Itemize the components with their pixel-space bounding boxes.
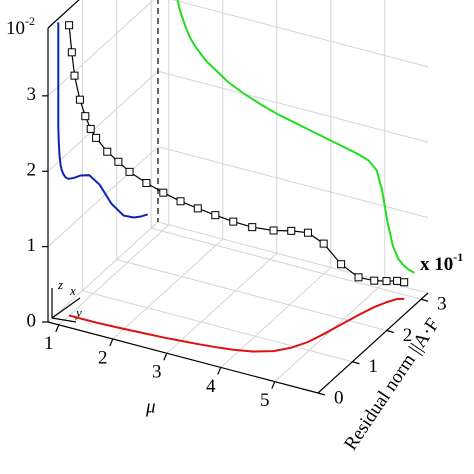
y-tick xyxy=(352,361,360,365)
x-tick xyxy=(271,381,276,389)
marker xyxy=(103,147,112,156)
x-axis-title: μ xyxy=(145,396,156,417)
y-tick-label: 1 xyxy=(368,356,378,377)
marker xyxy=(400,278,409,287)
y-tick xyxy=(386,329,394,334)
y-tick xyxy=(317,392,326,396)
x-tick xyxy=(55,324,60,333)
z-tick-label: 1 xyxy=(27,235,37,256)
y-axis-title: Residual norm ||A·F xyxy=(340,315,444,455)
grid-line xyxy=(166,252,278,354)
projection-line xyxy=(176,0,415,274)
marker xyxy=(229,217,238,226)
z-multiplier-base: 10 xyxy=(6,18,25,39)
grid-line xyxy=(82,290,353,363)
marker xyxy=(159,188,168,197)
triad-label: x xyxy=(69,283,76,298)
y-multiplier-exp: -1 xyxy=(453,250,463,264)
marker xyxy=(75,95,84,104)
marker xyxy=(269,226,278,235)
x-tick-label: 4 xyxy=(206,376,216,397)
marker xyxy=(193,204,202,213)
box-edge xyxy=(47,0,80,29)
grid-line xyxy=(58,224,170,326)
x-tick xyxy=(109,338,114,347)
marker xyxy=(248,223,257,232)
marker xyxy=(211,211,220,220)
x-tick xyxy=(217,367,222,375)
marker xyxy=(92,133,101,142)
x-tick-label: 1 xyxy=(44,333,54,354)
z-tick-label: 3 xyxy=(27,84,37,105)
grid-line xyxy=(116,259,387,331)
y-multiplier: x 10-1 xyxy=(420,250,463,276)
projection-line xyxy=(57,22,148,219)
z-multiplier-exp: -2 xyxy=(25,14,35,28)
grid-line xyxy=(47,146,159,247)
marker xyxy=(81,112,90,121)
triad-label: y xyxy=(74,305,82,320)
z-multiplier: 10-2 xyxy=(6,14,35,40)
marker xyxy=(65,21,74,30)
y-tick xyxy=(420,298,429,302)
grid-line xyxy=(220,267,332,368)
grid-line xyxy=(47,70,159,172)
marker xyxy=(125,167,134,176)
x-tick-label: 5 xyxy=(260,390,270,411)
z-tick-label: 0 xyxy=(27,310,37,331)
marker xyxy=(370,276,379,285)
marker xyxy=(354,273,363,282)
marker xyxy=(176,197,185,206)
y-tick-label: 3 xyxy=(437,294,447,315)
y-multiplier-base: x 10 xyxy=(420,254,453,275)
marker xyxy=(303,228,312,237)
marker xyxy=(287,226,296,235)
y-tick-label: 0 xyxy=(334,387,344,408)
marker xyxy=(337,260,346,269)
marker xyxy=(114,157,123,166)
y-axis xyxy=(317,292,429,394)
marker xyxy=(86,124,95,133)
marker xyxy=(382,277,391,286)
curve xyxy=(68,25,405,283)
marker xyxy=(67,48,76,57)
grid-line xyxy=(157,70,429,143)
z-tick-label: 2 xyxy=(27,160,37,181)
triad-axis xyxy=(51,297,81,319)
marker xyxy=(393,276,402,285)
grid-line xyxy=(150,227,422,300)
grid-line xyxy=(157,146,429,219)
triad-label: z xyxy=(57,277,63,292)
x-tick xyxy=(163,353,168,361)
grid-line xyxy=(112,238,224,340)
marker xyxy=(319,239,328,248)
grid-line xyxy=(171,0,429,68)
marker xyxy=(142,179,151,188)
projection-line xyxy=(68,297,405,353)
grid-line xyxy=(47,0,155,97)
x-tick-label: 3 xyxy=(152,362,162,383)
x-tick-label: 2 xyxy=(98,347,108,368)
triad-axis xyxy=(51,317,77,323)
marker xyxy=(70,71,79,80)
y-tick-label: 2 xyxy=(403,325,413,346)
x-axis xyxy=(47,321,319,394)
grid-line xyxy=(47,221,159,323)
